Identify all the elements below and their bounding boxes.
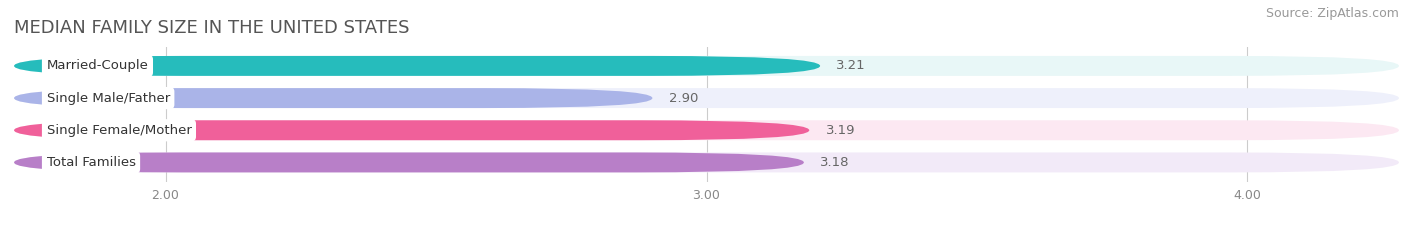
FancyBboxPatch shape [14,56,820,76]
Text: 3.21: 3.21 [837,59,866,72]
FancyBboxPatch shape [14,120,810,140]
Text: MEDIAN FAMILY SIZE IN THE UNITED STATES: MEDIAN FAMILY SIZE IN THE UNITED STATES [14,19,409,37]
Text: Single Female/Mother: Single Female/Mother [46,124,191,137]
Text: Total Families: Total Families [46,156,135,169]
FancyBboxPatch shape [14,120,1399,140]
Text: Source: ZipAtlas.com: Source: ZipAtlas.com [1265,7,1399,20]
Text: 3.19: 3.19 [825,124,855,137]
FancyBboxPatch shape [14,56,1399,76]
Text: Single Male/Father: Single Male/Father [46,92,170,105]
FancyBboxPatch shape [14,88,1399,108]
Text: 2.90: 2.90 [669,92,697,105]
Text: 3.18: 3.18 [820,156,849,169]
FancyBboxPatch shape [14,152,804,172]
FancyBboxPatch shape [14,88,652,108]
FancyBboxPatch shape [14,152,1399,172]
Text: Married-Couple: Married-Couple [46,59,149,72]
